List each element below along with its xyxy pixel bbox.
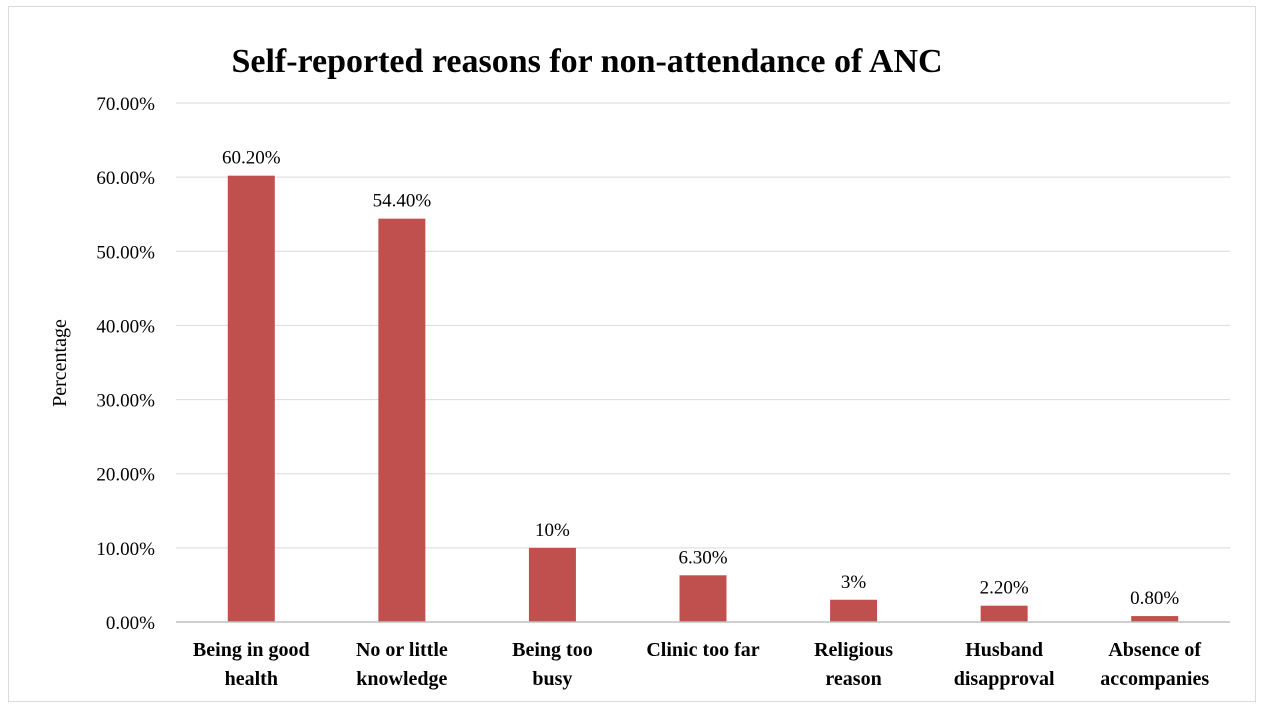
data-label: 10%: [535, 520, 570, 541]
category-label: Being too: [512, 639, 593, 661]
data-labels: 60.20% 54.40% 10% 6.30% 3% 2.20% 0.80%: [222, 148, 1179, 609]
chart-frame: [8, 6, 1256, 702]
category-label: Husband: [965, 639, 1043, 661]
gridlines: [176, 102, 1230, 549]
category-label: Being in good: [193, 639, 310, 661]
category-label: No or little: [356, 639, 448, 661]
data-label: 3%: [841, 572, 867, 593]
y-tick-label: 40.00%: [96, 316, 155, 337]
data-label: 0.80%: [1130, 588, 1179, 609]
category-label: knowledge: [356, 668, 447, 690]
bar: [1131, 616, 1179, 622]
y-tick-label: 10.00%: [96, 539, 155, 560]
bar: [830, 599, 878, 622]
category-label: Clinic too far: [646, 639, 759, 661]
category-label: disapproval: [954, 668, 1055, 690]
y-axis-ticks: 0.00% 10.00% 20.00% 30.00% 40.00% 50.00% 60.00…: [96, 94, 155, 634]
y-tick-label: 70.00%: [96, 94, 155, 115]
category-label: accompanies: [1100, 668, 1209, 690]
data-label: 6.30%: [678, 547, 727, 568]
bars: [227, 175, 1179, 623]
data-label: 60.20%: [222, 148, 281, 169]
bar: [528, 547, 576, 622]
category-label: Religious: [814, 639, 893, 661]
category-label: health: [225, 668, 278, 690]
category-label: reason: [825, 668, 881, 690]
category-label: Absence of: [1108, 639, 1201, 661]
data-label: 54.40%: [373, 191, 432, 212]
y-tick-label: 30.00%: [96, 391, 155, 412]
y-tick-label: 0.00%: [106, 613, 155, 634]
category-labels: Being in good health No or little knowledge…: [193, 639, 1209, 690]
data-label: 2.20%: [980, 578, 1029, 599]
y-axis-title: Percentage: [49, 319, 71, 407]
y-tick-label: 50.00%: [96, 242, 155, 263]
chart-title: Self-reported reasons for non-attendance…: [231, 43, 942, 80]
bar: [980, 605, 1028, 622]
bar: [679, 575, 727, 622]
y-tick-label: 20.00%: [96, 465, 155, 486]
bar: [378, 218, 426, 623]
bar: [227, 175, 275, 622]
y-tick-label: 60.00%: [96, 168, 155, 189]
category-label: busy: [532, 668, 572, 690]
